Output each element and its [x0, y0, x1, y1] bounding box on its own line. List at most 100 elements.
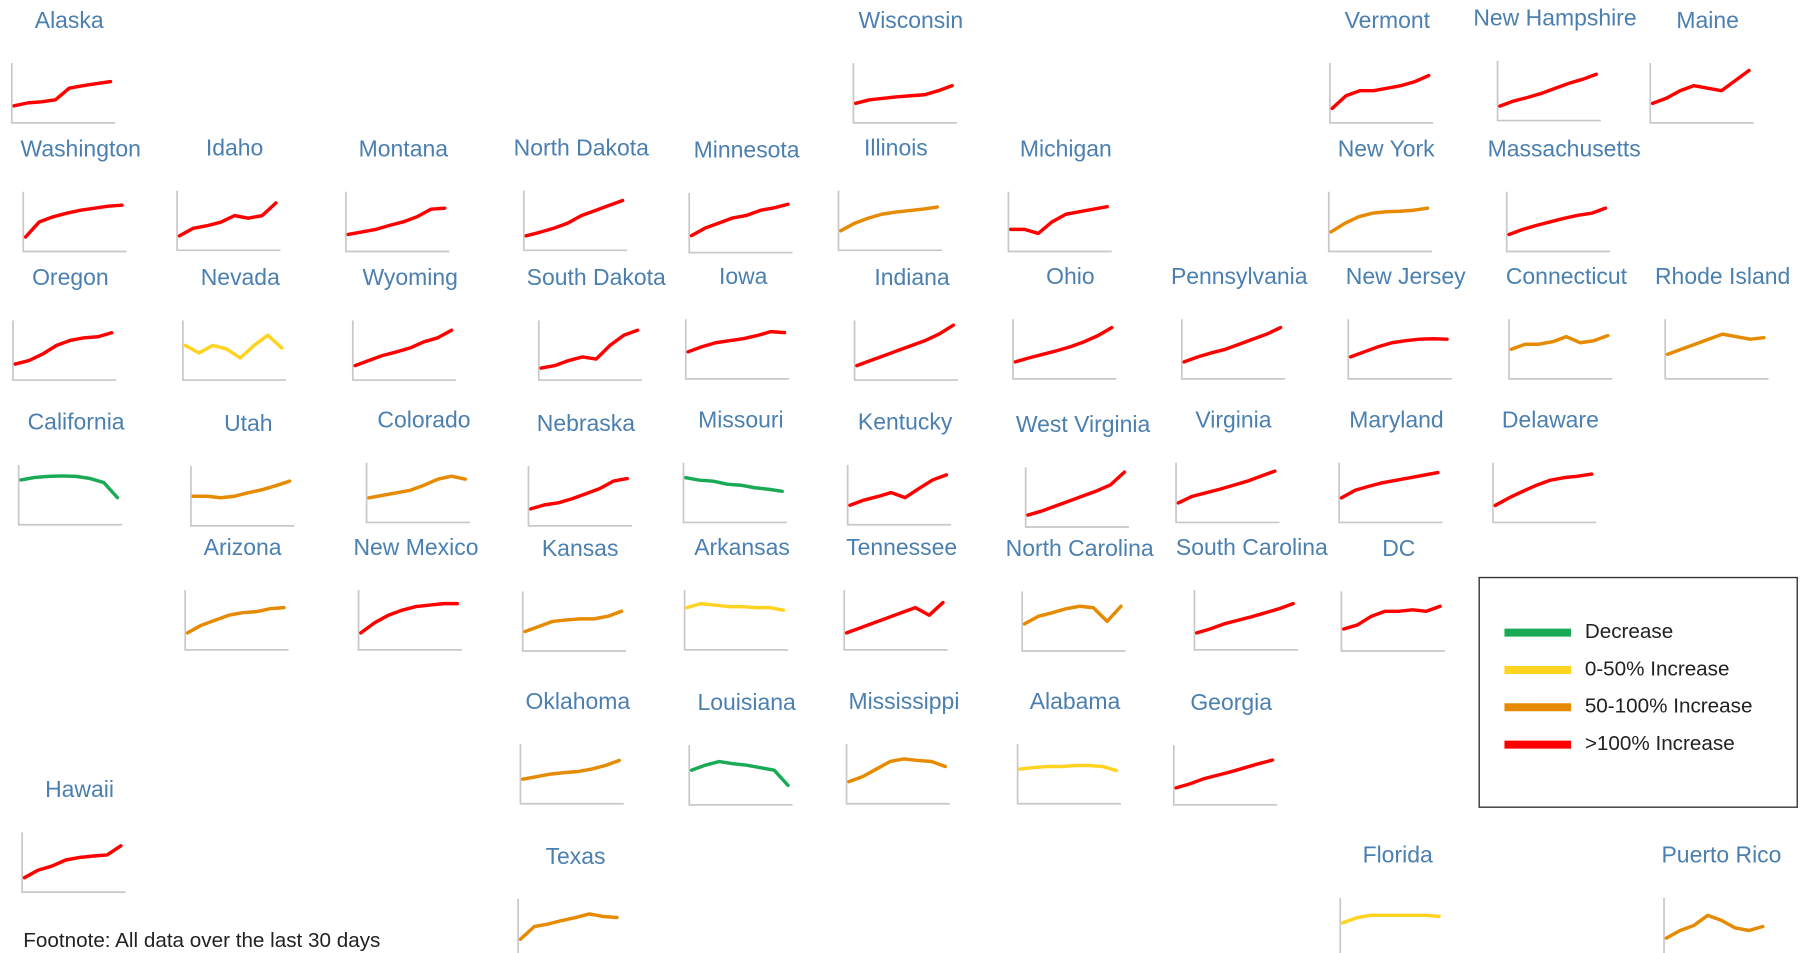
sparkline: [685, 601, 786, 612]
state-label: Minnesota: [694, 137, 800, 163]
state-label: Montana: [359, 135, 449, 161]
state-label: Connecticut: [1506, 263, 1628, 289]
sparkline: [689, 759, 790, 788]
sparkline: [848, 473, 949, 507]
sparkline: [855, 323, 956, 368]
axis: [1180, 319, 1286, 380]
axis: [1508, 319, 1613, 380]
footnote: Footnote: All data over the last 30 days: [23, 929, 380, 952]
sparkline: [22, 844, 123, 880]
axis: [1007, 191, 1112, 253]
axis: [12, 320, 117, 381]
sparkline: [529, 476, 629, 511]
state-label: Wisconsin: [859, 7, 964, 33]
state-label: South Dakota: [527, 264, 666, 290]
state-label: Puerto Rico: [1661, 842, 1781, 868]
sparkline: [346, 206, 447, 237]
axis: [184, 590, 289, 651]
axis: [1012, 319, 1117, 380]
axis: [357, 590, 462, 651]
state-label: New Jersey: [1346, 263, 1466, 289]
state-label: Rhode Island: [1655, 263, 1790, 289]
state-label: Florida: [1363, 842, 1433, 868]
axis: [10, 63, 116, 124]
axis: [1338, 462, 1443, 524]
state-label: Colorado: [377, 406, 470, 432]
state-label: Georgia: [1190, 689, 1272, 715]
state-label: South Carolina: [1176, 534, 1328, 560]
sparkline: [524, 198, 625, 238]
axis: [1340, 591, 1445, 652]
axis: [17, 465, 123, 526]
state-label: Massachusetts: [1488, 135, 1641, 161]
axis: [176, 190, 281, 252]
state-label: Oklahoma: [526, 688, 631, 714]
legend-label: Decrease: [1585, 620, 1673, 643]
sparkline: [12, 79, 113, 108]
state-label: New Mexico: [353, 534, 478, 560]
axis: [517, 899, 520, 953]
sparkline: [353, 328, 454, 368]
axis: [1649, 63, 1754, 124]
sparkline: [185, 605, 286, 635]
state-label: Hawaii: [45, 776, 114, 802]
state-label: Nevada: [201, 264, 280, 290]
sparkline: [1493, 472, 1594, 508]
axis: [527, 466, 632, 527]
sparkline: [847, 757, 948, 784]
axis: [1663, 897, 1665, 953]
axis: [845, 744, 950, 805]
sparkline: [1664, 913, 1765, 940]
axis: [22, 191, 127, 253]
axis: [1327, 191, 1433, 253]
axis: [1492, 462, 1597, 524]
state-label: Nebraska: [537, 410, 635, 436]
axis: [1664, 319, 1769, 380]
sparkline: [359, 601, 460, 635]
state-label: North Dakota: [514, 134, 649, 160]
sparkline: [684, 475, 784, 494]
state-label: Utah: [224, 410, 272, 436]
legend-label: 50-100% Increase: [1585, 695, 1753, 718]
sparkline: [689, 202, 790, 238]
legend-box: [1478, 576, 1798, 808]
state-label: Indiana: [874, 264, 950, 290]
sparkline: [1026, 470, 1127, 517]
axis: [682, 462, 787, 524]
state-label: Wyoming: [362, 264, 457, 290]
sparkline: [367, 474, 468, 500]
sparkline: [1339, 470, 1440, 500]
sparkline: [177, 201, 278, 238]
axis: [853, 320, 958, 381]
state-label: Alabama: [1030, 688, 1121, 714]
sparkline: [191, 479, 292, 500]
axis: [1175, 462, 1280, 524]
state-label: Maryland: [1349, 406, 1443, 432]
state-label: California: [28, 409, 125, 435]
axis: [537, 320, 643, 381]
state-label: Virginia: [1195, 406, 1271, 432]
sparkline: [13, 331, 114, 366]
sparkline: [686, 329, 787, 354]
state-label: Kentucky: [858, 409, 953, 435]
state-label: Ohio: [1046, 263, 1094, 289]
sparkline: [1507, 206, 1608, 237]
axis: [688, 192, 793, 254]
axis: [688, 745, 793, 806]
sparkline: [523, 609, 624, 634]
state-label: New Hampshire: [1473, 5, 1636, 31]
sparkline: [1329, 206, 1430, 234]
state-label: Pennsylvania: [1171, 263, 1308, 289]
axis: [1024, 467, 1129, 528]
sparkline: [518, 912, 619, 941]
state-label: Idaho: [206, 134, 263, 160]
sparkline: [853, 83, 954, 106]
axis: [521, 591, 627, 652]
state-label: Michigan: [1020, 135, 1112, 161]
state-label: Washington: [21, 135, 141, 161]
state-label: Iowa: [719, 263, 768, 289]
axis: [837, 190, 942, 252]
sparkline: [539, 328, 640, 370]
state-label: Louisiana: [698, 689, 797, 715]
